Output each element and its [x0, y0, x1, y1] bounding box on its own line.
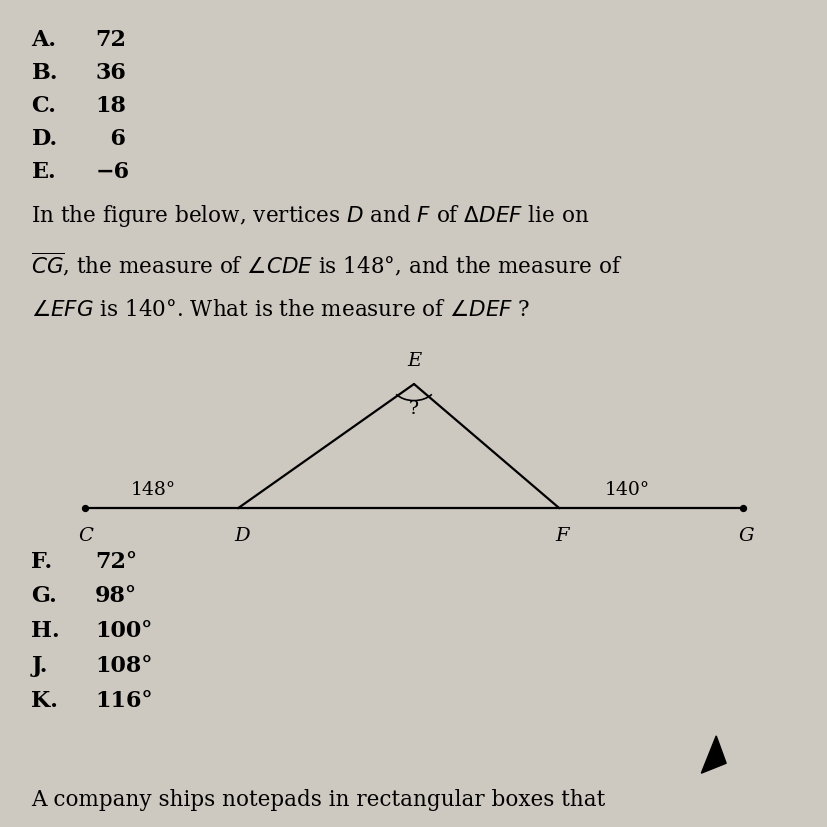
Text: K.: K.	[31, 689, 58, 711]
Text: G.: G.	[31, 585, 57, 607]
Text: F.: F.	[31, 550, 53, 572]
Text: C: C	[79, 527, 93, 545]
Text: 6: 6	[95, 128, 126, 151]
Point	[735, 502, 748, 515]
Text: 72: 72	[95, 29, 126, 51]
Text: H.: H.	[31, 619, 60, 642]
Text: E: E	[406, 351, 421, 370]
Text: J.: J.	[31, 654, 48, 676]
Text: A company ships notepads in rectangular boxes that: A company ships notepads in rectangular …	[31, 788, 605, 810]
Text: D.: D.	[31, 128, 58, 151]
Text: 116°: 116°	[95, 689, 153, 711]
Text: E.: E.	[31, 161, 56, 184]
Text: 108°: 108°	[95, 654, 152, 676]
Text: $\angle\it{EFG}$ is 140°. What is the measure of $\angle\it{DEF}$ ?: $\angle\it{EFG}$ is 140°. What is the me…	[31, 299, 530, 321]
Text: In the figure below, vertices $\it{D}$ and $\it{F}$ of $\Delta\it{DEF}$ lie on: In the figure below, vertices $\it{D}$ a…	[31, 203, 589, 228]
Point	[79, 502, 92, 515]
Text: 148°: 148°	[131, 480, 175, 499]
Text: C.: C.	[31, 95, 56, 117]
Text: G: G	[738, 527, 753, 545]
Text: 72°: 72°	[95, 550, 137, 572]
Text: A.: A.	[31, 29, 56, 51]
Text: 98°: 98°	[95, 585, 137, 607]
Text: F: F	[555, 527, 568, 545]
Text: B.: B.	[31, 62, 58, 84]
Text: $\overline{CG}$, the measure of $\angle\it{CDE}$ is 148°, and the measure of: $\overline{CG}$, the measure of $\angle\…	[31, 251, 622, 278]
Text: 100°: 100°	[95, 619, 152, 642]
Text: D: D	[233, 527, 249, 545]
Polygon shape	[700, 736, 725, 773]
Text: 140°: 140°	[605, 480, 649, 499]
Text: 36: 36	[95, 62, 126, 84]
Text: 18: 18	[95, 95, 126, 117]
Text: ?: ?	[409, 399, 418, 418]
Text: −6: −6	[95, 161, 129, 184]
